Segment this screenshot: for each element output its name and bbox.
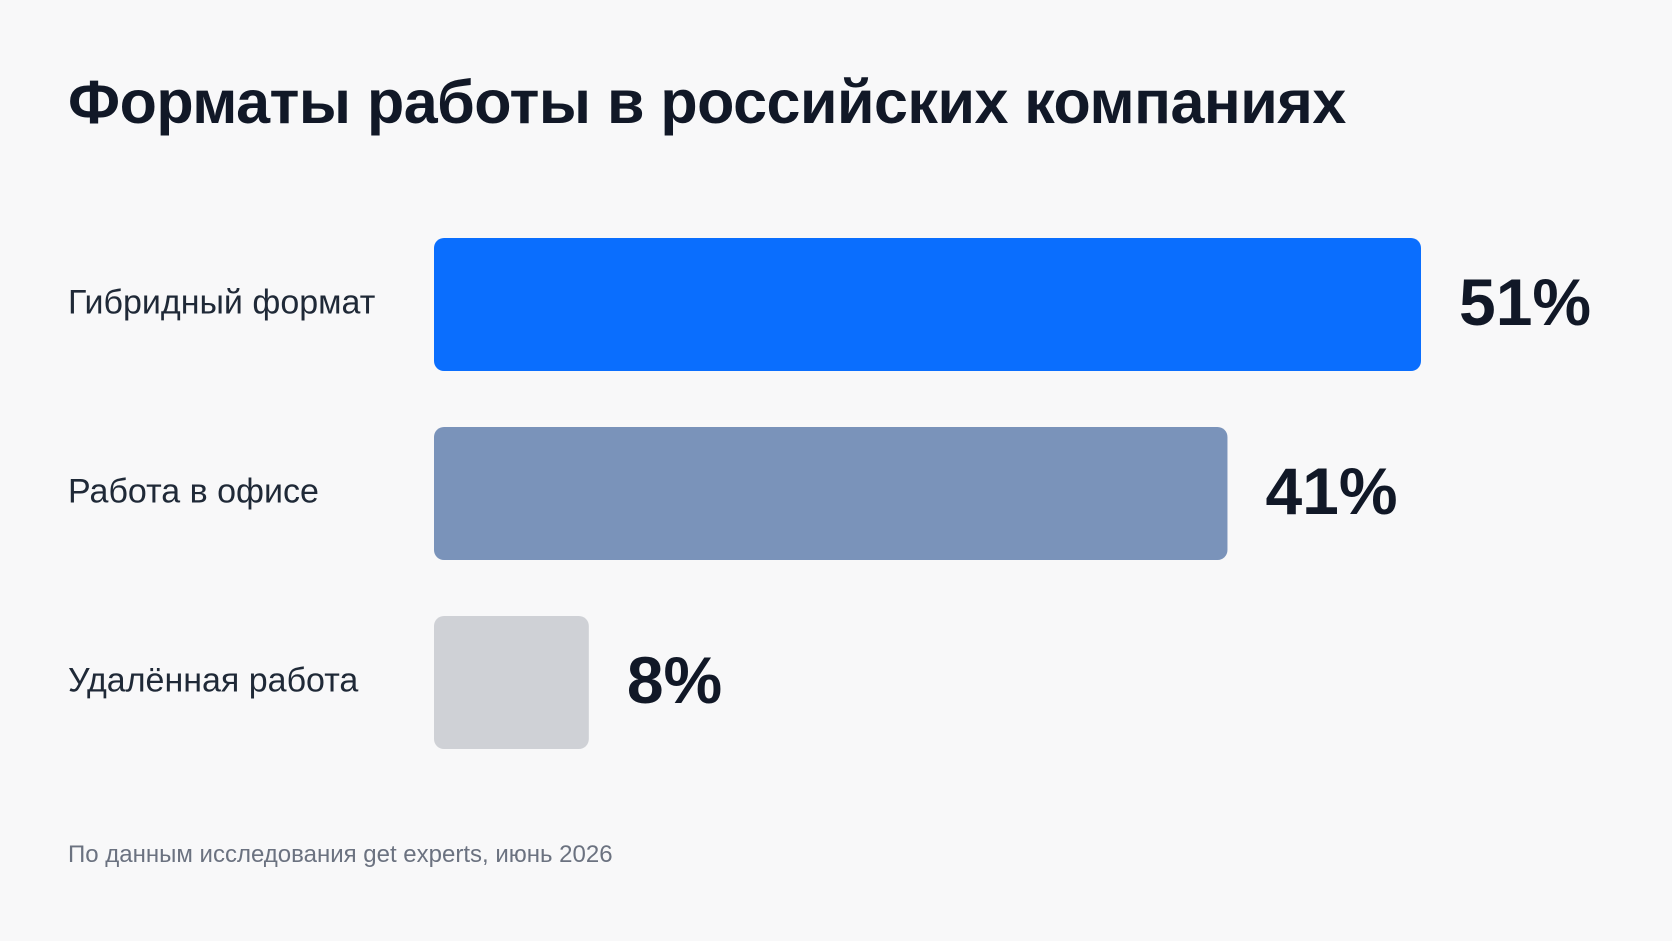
category-label: Удалённая работа (68, 661, 358, 699)
bar (434, 616, 589, 749)
bar (434, 238, 1421, 371)
chart-title: Форматы работы в российских компаниях (68, 68, 1346, 136)
value-label: 41% (1265, 454, 1397, 528)
value-label: 8% (627, 643, 722, 717)
value-label: 51% (1459, 265, 1591, 339)
source-note: По данным исследования get experts, июнь… (68, 841, 613, 868)
category-label: Гибридный формат (68, 283, 375, 321)
bar (434, 427, 1228, 560)
category-label: Работа в офисе (68, 472, 319, 510)
